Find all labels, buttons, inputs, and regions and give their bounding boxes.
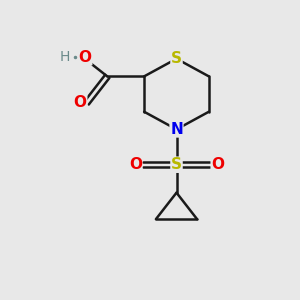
- Text: O: O: [211, 157, 224, 172]
- Text: O: O: [74, 95, 87, 110]
- Text: S: S: [171, 51, 182, 66]
- Text: O: O: [79, 50, 92, 65]
- Text: S: S: [171, 157, 182, 172]
- Text: H: H: [59, 50, 70, 64]
- Text: O: O: [129, 157, 142, 172]
- Text: N: N: [170, 122, 183, 137]
